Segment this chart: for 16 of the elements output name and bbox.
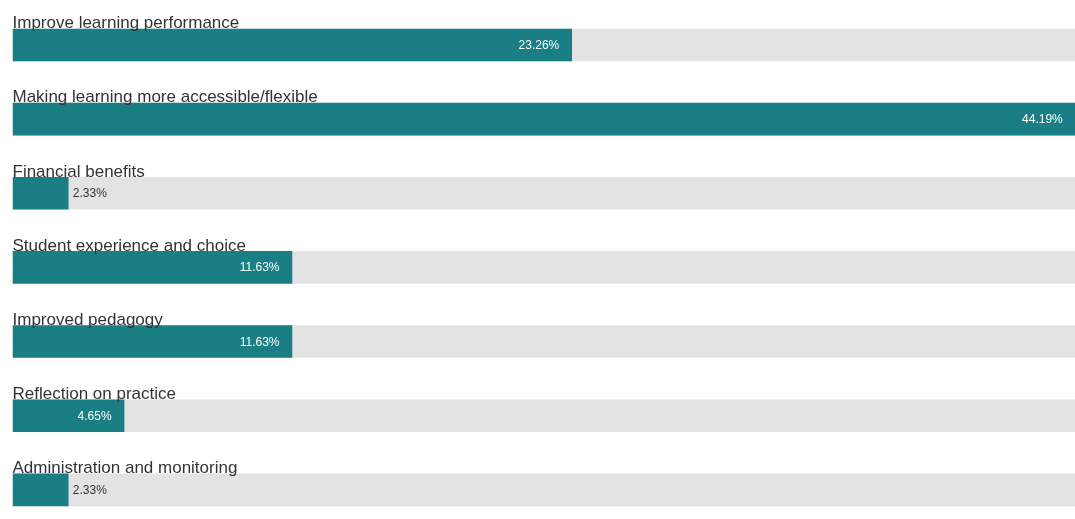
y-tick-label: Student experience and choice xyxy=(12,235,246,255)
data-label: 44.19% xyxy=(1022,112,1064,127)
y-tick-label: Administration and monitoring xyxy=(12,458,238,478)
y-tick-label: Reflection on practice xyxy=(12,383,176,403)
y-tick-label: Making learning more accessible/flexible xyxy=(12,87,318,107)
y-tick-label: Improved pedagogy xyxy=(12,309,164,329)
data-label: 11.63% xyxy=(239,260,280,275)
data-label: 2.33% xyxy=(72,482,108,497)
data-label: 4.65% xyxy=(77,408,112,423)
data-label: 11.63% xyxy=(239,334,280,349)
y-tick-label: Financial benefits xyxy=(12,161,145,181)
data-label: 23.26% xyxy=(518,37,560,52)
bar xyxy=(12,473,69,507)
data-label: 2.33% xyxy=(72,186,108,201)
bar xyxy=(12,176,69,210)
y-tick-label: Improve learning performance xyxy=(12,13,240,33)
